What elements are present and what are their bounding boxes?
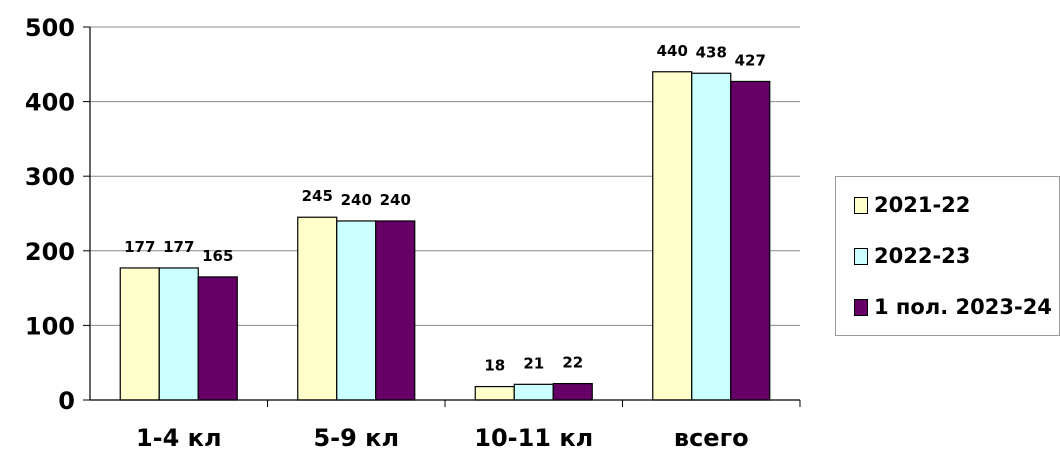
data-label: 22	[562, 354, 583, 372]
y-tick-label: 100	[25, 312, 75, 340]
data-label: 177	[163, 238, 194, 256]
y-tick-label: 400	[25, 89, 75, 117]
category-label: всего	[674, 424, 749, 452]
bar	[513, 383, 554, 401]
legend-label: 2022-23	[874, 244, 971, 268]
y-tick-label: 0	[58, 387, 75, 415]
bar	[691, 72, 732, 401]
data-labels: 177 177 165 245 240 240 18 21 22 440 438 427	[124, 42, 766, 375]
y-tick-label: 200	[25, 238, 75, 266]
data-label: 21	[523, 354, 544, 372]
data-label: 240	[341, 191, 372, 209]
legend-swatch	[854, 196, 868, 214]
data-label: 240	[380, 191, 411, 209]
legend: 2021-22 2022-23 1 пол. 2023-24	[835, 176, 1060, 336]
data-label: 438	[696, 43, 727, 61]
bar	[375, 220, 416, 401]
axes	[83, 26, 801, 407]
bar	[474, 385, 515, 401]
category-label: 5-9 кл	[313, 424, 399, 452]
bar	[652, 71, 693, 401]
legend-item-2023-24: 1 пол. 2023-24	[854, 295, 1052, 319]
y-tick-label: 300	[25, 163, 75, 191]
bar	[730, 80, 771, 401]
data-label: 427	[735, 51, 766, 69]
bar	[158, 267, 199, 401]
y-tick-labels: 0 100 200 300 400 500	[25, 14, 75, 415]
data-label: 165	[202, 247, 233, 265]
legend-swatch	[854, 247, 868, 265]
bar	[119, 267, 160, 401]
bar	[297, 216, 338, 401]
legend-item-2021-22: 2021-22	[854, 193, 970, 217]
category-label: 10-11 кл	[474, 424, 593, 452]
bars	[119, 71, 771, 401]
data-label: 245	[302, 187, 333, 205]
data-label: 440	[657, 42, 688, 60]
legend-label: 2021-22	[874, 193, 971, 217]
legend-swatch	[854, 298, 868, 316]
y-tick-label: 500	[25, 14, 75, 42]
bar	[197, 276, 238, 401]
legend-label: 1 пол. 2023-24	[874, 295, 1052, 319]
legend-item-2022-23: 2022-23	[854, 244, 970, 268]
bar	[552, 382, 593, 401]
category-labels: 1-4 кл 5-9 кл 10-11 кл всего	[136, 424, 749, 452]
category-label: 1-4 кл	[136, 424, 222, 452]
data-label: 18	[484, 357, 505, 375]
data-label: 177	[124, 238, 155, 256]
bar	[336, 220, 377, 401]
